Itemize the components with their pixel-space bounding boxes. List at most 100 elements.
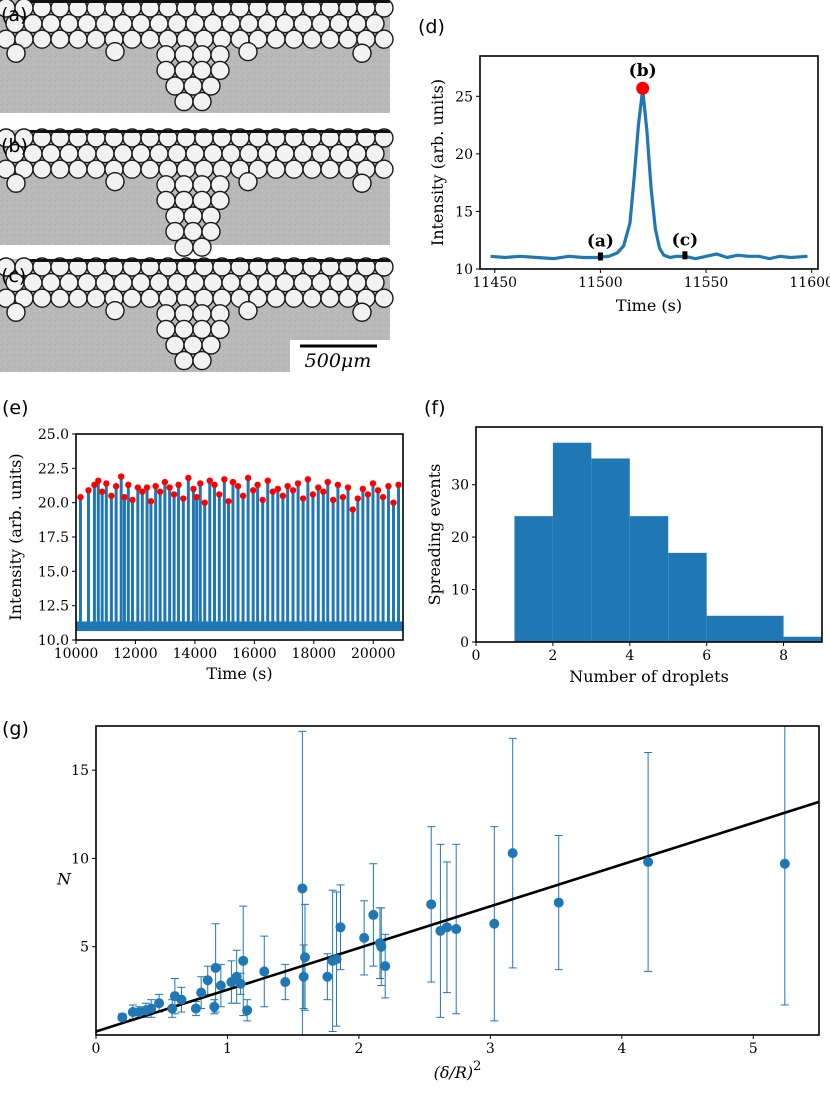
data-point xyxy=(553,897,564,908)
peak-label: (b) xyxy=(629,61,657,81)
axes-frame xyxy=(475,426,823,643)
data-point xyxy=(779,858,790,869)
peak-point xyxy=(147,498,155,505)
droplet xyxy=(374,128,394,148)
panel-label-d: (d) xyxy=(418,16,445,38)
droplet xyxy=(192,91,212,112)
panel-label-a: (a) xyxy=(1,4,27,26)
y-tick-label: 17.5 xyxy=(38,530,69,546)
droplet xyxy=(105,300,125,321)
droplet xyxy=(174,91,194,112)
peak-point xyxy=(221,476,228,483)
peak-point xyxy=(349,506,356,513)
y-tick-label: 10 xyxy=(71,851,89,867)
x-tick-label: 11450 xyxy=(473,275,518,291)
data-point xyxy=(643,856,654,867)
histogram-bar xyxy=(552,442,592,642)
peak-point xyxy=(216,491,223,498)
droplet xyxy=(238,300,258,321)
droplet xyxy=(266,159,286,179)
y-tick-label: 20 xyxy=(451,530,469,546)
data-point xyxy=(117,1012,128,1023)
peak-point xyxy=(344,484,352,491)
y-tick-label: 15 xyxy=(71,763,89,779)
histogram-bar xyxy=(706,615,784,642)
panel-label-f: (f) xyxy=(424,397,446,419)
droplet xyxy=(201,221,221,242)
data-point xyxy=(215,980,226,991)
droplet xyxy=(86,159,106,179)
peak-point xyxy=(315,484,322,491)
droplet xyxy=(338,29,358,49)
peak-point xyxy=(279,492,287,499)
droplet xyxy=(266,29,286,49)
droplet xyxy=(50,159,70,179)
frame-marker-label: (a) xyxy=(587,231,614,251)
x-tick-label: 11550 xyxy=(684,275,729,291)
data-point xyxy=(235,978,246,989)
peak-point xyxy=(152,482,159,490)
y-tick-label: 12.5 xyxy=(38,599,69,615)
histogram-bar xyxy=(783,636,822,642)
panel-label-c: (c) xyxy=(1,265,26,287)
peak-point xyxy=(95,477,102,484)
plot-area xyxy=(96,726,819,1035)
droplet xyxy=(284,159,304,179)
peak-point xyxy=(201,499,208,506)
peak-point xyxy=(309,491,317,498)
peak-point xyxy=(379,493,387,501)
channel-wall xyxy=(30,0,390,3)
peak-point xyxy=(134,484,142,491)
peak-point xyxy=(264,477,271,484)
peak-point xyxy=(129,496,136,504)
peak-point xyxy=(206,477,213,484)
data-point xyxy=(209,1001,220,1012)
droplet xyxy=(32,29,52,49)
data-point xyxy=(202,975,213,986)
droplet xyxy=(365,272,385,293)
x-tick-label: 10000 xyxy=(54,646,99,662)
peak-point xyxy=(249,487,257,494)
peak-point xyxy=(225,498,232,505)
data-point xyxy=(507,848,518,859)
y-tick-label: 22.5 xyxy=(38,461,69,477)
peak-point xyxy=(185,474,192,482)
droplet xyxy=(374,288,394,308)
droplet xyxy=(338,159,358,179)
micrograph-b: (b) xyxy=(0,128,394,257)
droplet xyxy=(302,29,322,49)
peak-point xyxy=(390,499,397,506)
droplet xyxy=(238,41,258,62)
y-tick-label: 20 xyxy=(455,147,473,163)
droplet xyxy=(6,302,26,322)
y-tick-label: 15.0 xyxy=(38,564,69,580)
peak-point xyxy=(254,481,261,489)
peak-point xyxy=(334,481,342,489)
x-tick-label: 16000 xyxy=(232,646,277,662)
chart-e: 10000 12000 14000 16000 18000 20000 10.0 12.5 15… xyxy=(2,397,404,683)
peak-point xyxy=(98,488,106,495)
droplet xyxy=(6,173,26,193)
peak-point xyxy=(91,481,98,489)
data-point xyxy=(300,952,311,963)
droplet xyxy=(365,143,385,164)
droplet xyxy=(210,190,230,211)
data-point xyxy=(176,994,187,1005)
fit-line xyxy=(96,800,819,1033)
data-point xyxy=(368,909,379,920)
peak-point xyxy=(289,487,297,494)
data-point xyxy=(280,977,291,988)
peak-point xyxy=(244,474,252,482)
peak-point xyxy=(139,488,146,495)
droplet xyxy=(68,288,88,308)
x-tick-label: 5 xyxy=(749,1041,758,1057)
droplet xyxy=(68,29,88,49)
x-axis-label: Time (s) xyxy=(616,296,682,315)
y-tick-label: 20.0 xyxy=(38,496,69,512)
y-tick-label: 10 xyxy=(451,583,469,599)
x-tick-label: 12000 xyxy=(113,646,158,662)
data-point xyxy=(426,899,437,910)
x-tick-label: 0 xyxy=(92,1041,101,1057)
peak-point xyxy=(175,481,182,489)
y-axis-label: Intensity (arb. units) xyxy=(6,453,25,620)
